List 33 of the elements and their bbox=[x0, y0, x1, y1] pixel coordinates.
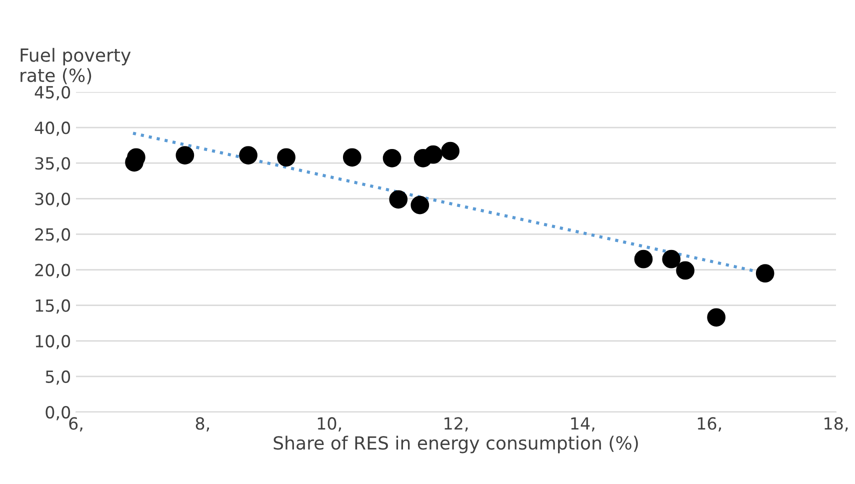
point bbox=[382, 148, 402, 168]
y-axis-title: Fuel poverty rate (%) bbox=[20, 48, 131, 84]
y-tick-label: 20,0 bbox=[35, 264, 70, 278]
point bbox=[662, 250, 681, 268]
point bbox=[389, 190, 408, 209]
x-tick-label: 14, bbox=[571, 417, 594, 432]
x-tick-label: 12, bbox=[444, 417, 468, 432]
point bbox=[410, 196, 430, 214]
point bbox=[342, 148, 362, 167]
x-tick-label: 8, bbox=[196, 417, 209, 432]
y-tick-label: 40,0 bbox=[34, 122, 70, 136]
point bbox=[441, 142, 460, 160]
point bbox=[239, 146, 258, 164]
x-tick-label: 18, bbox=[824, 417, 848, 432]
x-axis-title: Share of RES in energy consumption (%) bbox=[274, 436, 638, 454]
y-tick-label: 0,0 bbox=[46, 406, 70, 420]
point bbox=[277, 148, 296, 167]
y-tick-label: 5,0 bbox=[46, 370, 70, 385]
point bbox=[634, 250, 653, 268]
point bbox=[424, 145, 442, 164]
x-tick-label: 10, bbox=[318, 417, 341, 432]
y-tick-label: 45,0 bbox=[34, 86, 70, 100]
x-tick-label: 6, bbox=[69, 417, 82, 432]
point bbox=[756, 264, 774, 283]
y-tick-label: 25,0 bbox=[35, 228, 70, 242]
x-tick-label: 16, bbox=[698, 417, 721, 432]
y-tick-label: 30,0 bbox=[35, 192, 70, 207]
y-tick-label: 10,0 bbox=[36, 334, 70, 350]
y-tick-label: 15,0 bbox=[36, 299, 70, 314]
point bbox=[676, 261, 694, 280]
point bbox=[707, 308, 726, 327]
y-tick-label: 35,0 bbox=[35, 157, 70, 172]
point bbox=[176, 146, 194, 164]
